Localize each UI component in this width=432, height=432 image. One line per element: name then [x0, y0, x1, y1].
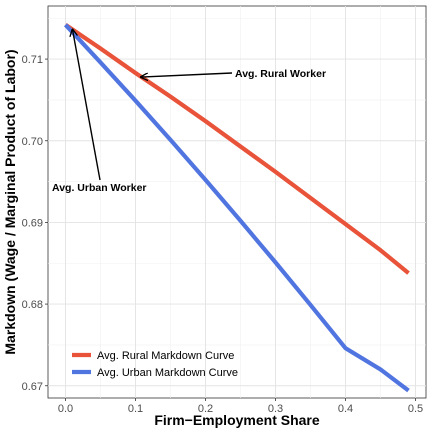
legend-label: Avg. Urban Markdown Curve	[97, 367, 238, 379]
x-tick-label: 0.1	[128, 403, 143, 415]
annotation-arrow	[141, 72, 233, 77]
annotation-arrow	[73, 30, 101, 181]
axis-layer: 0.0 0.1 0.2 0.3 0.4 0.5 0.67 0.68 0.69 0.70 0.71 Fi…	[2, 49, 423, 428]
annotation-layer: Avg. Rural Worker Avg. Urban Worker	[52, 30, 326, 194]
legend-label: Avg. Rural Markdown Curve	[97, 350, 234, 362]
rural-markdown-line	[64, 23, 410, 275]
x-tick-label: 0.4	[338, 403, 353, 415]
series-layer	[63, 23, 410, 393]
legend-layer: Avg. Rural Markdown Curve Avg. Urban Mark…	[72, 350, 238, 379]
y-tick-label: 0.70	[22, 136, 43, 148]
x-tick-label: 0.0	[58, 403, 73, 415]
y-tick-label: 0.68	[22, 299, 43, 311]
y-tick-label: 0.71	[22, 54, 43, 66]
x-tick-label: 0.5	[408, 403, 423, 415]
x-tick-label: 0.3	[268, 403, 283, 415]
x-tick-label: 0.2	[198, 403, 213, 415]
rural-worker-annotation: Avg. Rural Worker	[235, 68, 326, 80]
y-axis-title: Markdown (Wage / Marginal Product of Lab…	[2, 49, 18, 354]
y-tick-label: 0.69	[22, 217, 43, 229]
urban-markdown-line	[63, 23, 410, 393]
urban-worker-annotation: Avg. Urban Worker	[52, 182, 147, 194]
x-axis-title: Firm−Employment Share	[154, 412, 320, 428]
y-tick-label: 0.67	[22, 381, 43, 393]
